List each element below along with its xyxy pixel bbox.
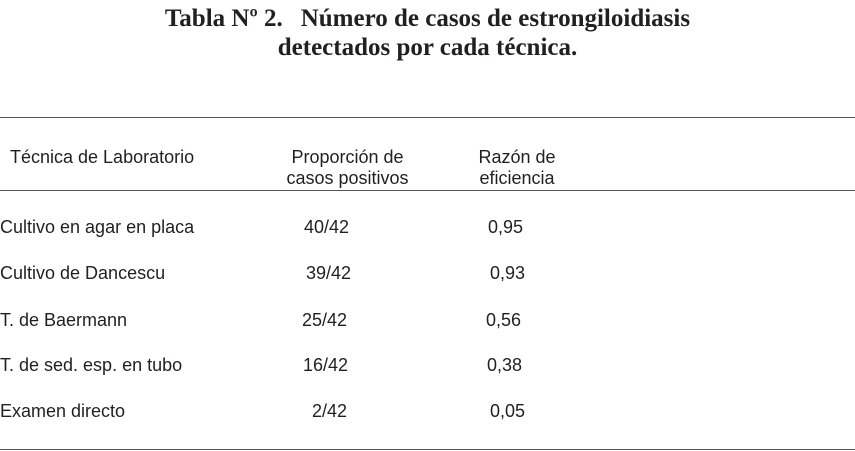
header-proporcion: Proporción de casos positivos — [265, 147, 430, 189]
row-razon: 0,95 — [488, 217, 524, 237]
bottom-rule — [0, 449, 855, 450]
row-proporcion: 25/42 — [302, 310, 348, 330]
row-razon: 0,93 — [490, 263, 526, 283]
row-proporcion: 16/42 — [303, 355, 349, 375]
header-razon-line-2: eficiencia — [479, 168, 555, 188]
title-line-2: detectados por cada técnica. — [277, 34, 578, 61]
row-tecnica: Cultivo en agar en placa — [0, 217, 195, 237]
row-razon: 0,56 — [486, 310, 522, 330]
row-proporcion: 2/42 — [312, 401, 348, 421]
table-number: Tabla Nº 2. — [164, 5, 283, 32]
top-rule — [0, 117, 855, 118]
row-tecnica: Cultivo de Dancescu — [0, 263, 166, 283]
header-proporcion-line-2: casos positivos — [286, 168, 409, 188]
header-rule — [0, 190, 855, 191]
row-tecnica: Examen directo — [0, 401, 126, 421]
row-proporcion: 39/42 — [306, 263, 352, 283]
header-razon: Razón de eficiencia — [462, 147, 572, 189]
row-razon: 0,05 — [490, 401, 526, 421]
table-title: Tabla Nº 2. Número de casos de estrongilo… — [0, 4, 855, 62]
header-proporcion-line-1: Proporción de — [291, 147, 404, 167]
row-tecnica: T. de Baermann — [0, 310, 128, 330]
row-tecnica: T. de sed. esp. en tubo — [0, 355, 183, 375]
title-line-1: Tabla Nº 2. Número de casos de estrongilo… — [0, 4, 855, 33]
row-razon: 0,38 — [487, 355, 523, 375]
title-text-1: Número de casos de estrongiloidiasis — [300, 5, 691, 32]
header-tecnica: Técnica de Laboratorio — [10, 147, 195, 167]
header-razon-line-1: Razón de — [478, 147, 556, 167]
row-proporcion: 40/42 — [304, 217, 350, 237]
